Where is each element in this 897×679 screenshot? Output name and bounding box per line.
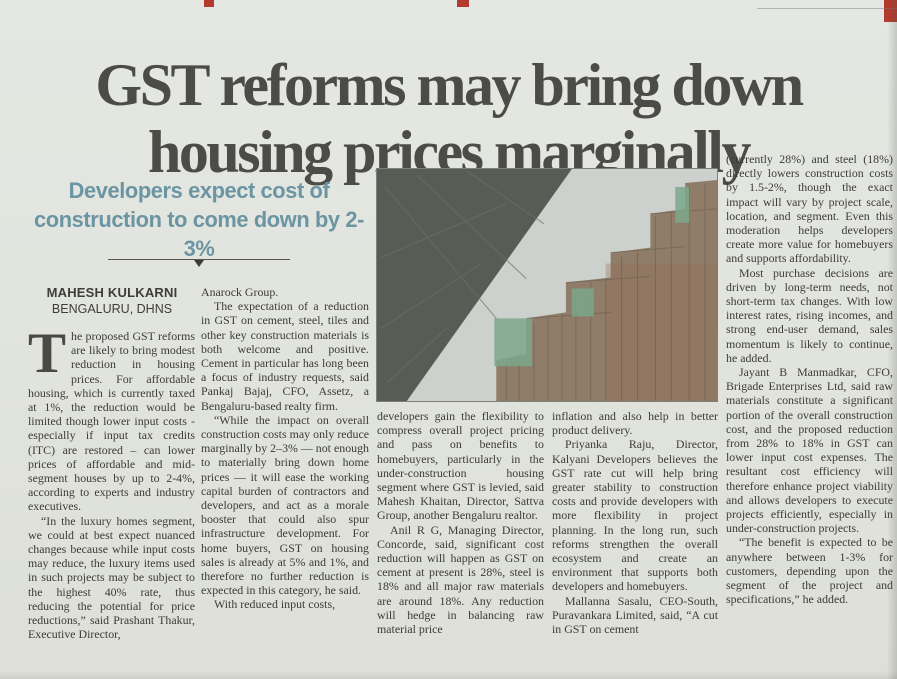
paragraph: inflation and also help in better produc… (552, 409, 718, 438)
paragraph: Anarock Group. (201, 285, 279, 299)
paragraph: Priyanka Raju, Director, Kalyani Develop… (552, 437, 718, 594)
photo-building-warm-tint (605, 263, 717, 401)
photo-canopy-ribs (378, 170, 545, 384)
red-mark (884, 0, 897, 22)
paragraph: “In the luxury homes segment, we could a… (28, 513, 195, 642)
column-5: (currently 28%) and steel (18%) directly… (726, 152, 893, 607)
paragraph: developers gain the flexibility to compr… (377, 409, 544, 523)
drop-cap: T (28, 322, 67, 385)
byline-location: BENGALURU, DHNS (51, 302, 173, 316)
construction-photo-illustration (377, 169, 717, 401)
paragraph: Jayant B Manmadkar, CFO, Brigade Enterpr… (726, 365, 893, 536)
standfirst-divider (108, 259, 290, 267)
red-mark (457, 0, 469, 7)
paragraph: Mallanna Sasalu, CEO-South, Puravankara … (552, 593, 718, 637)
column-4: inflation and also help in better produc… (552, 409, 718, 636)
paragraph: “While the impact on overall constructio… (201, 412, 369, 598)
article-photo (376, 168, 718, 402)
article-standfirst: Developers expect cost of construction t… (34, 178, 364, 261)
scan-bottom-shadow (0, 671, 897, 679)
headline-line1: GST reforms may bring down (95, 52, 804, 119)
scan-edge-shadow (887, 0, 897, 679)
photo-building (496, 179, 717, 401)
paragraph: Anil R G, Managing Director, Concorde, s… (377, 522, 544, 637)
paragraph: With reduced input costs, (214, 597, 336, 612)
column-3: developers gain the flexibility to compr… (377, 409, 544, 636)
column-2: Anarock Group. The expectation of a redu… (201, 285, 369, 612)
photo-canopy (377, 169, 572, 401)
photo-scaffold-lines (505, 182, 717, 401)
paragraph: “The benefit is expected to be anywhere … (726, 535, 893, 607)
paragraph: The expectation of a reduction in GST on… (201, 299, 369, 413)
red-mark (204, 0, 214, 7)
fold-line (757, 8, 897, 9)
paragraph-text: he proposed GST reforms are likely to br… (28, 329, 195, 514)
down-triangle-icon (194, 260, 204, 267)
byline: MAHESH KULKARNI BENGALURU, DHNS (28, 285, 196, 316)
byline-author: MAHESH KULKARNI (46, 285, 178, 300)
photo-green-netting (494, 186, 690, 367)
paragraph: (currently 28%) and steel (18%) directly… (726, 152, 893, 266)
paragraph: Most purchase decisions are driven by lo… (726, 265, 893, 365)
